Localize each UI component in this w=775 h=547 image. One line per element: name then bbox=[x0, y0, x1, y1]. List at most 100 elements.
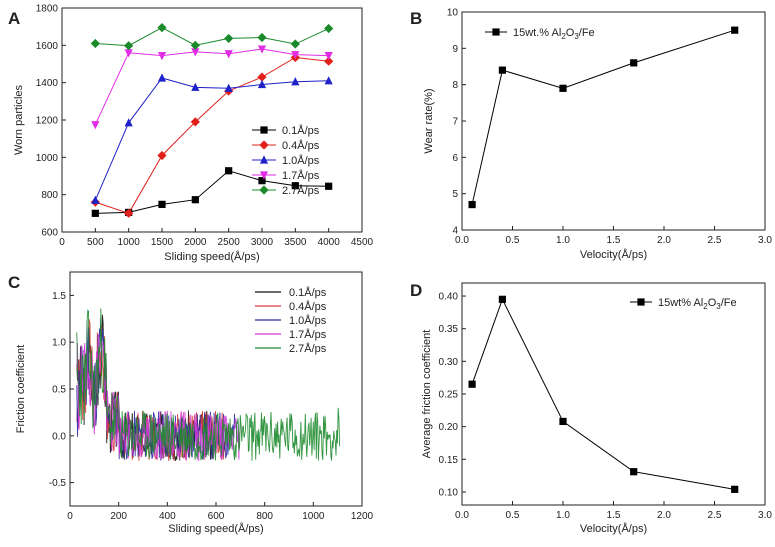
data-point bbox=[290, 39, 300, 49]
legend-marker bbox=[492, 28, 500, 36]
data-point bbox=[225, 167, 233, 175]
data-point bbox=[559, 417, 567, 426]
panel-a: A 0 500 1000 1500 2000 2500 3000 3500 4000 4500 600… bbox=[8, 4, 374, 264]
x-tick-label: 3500 bbox=[284, 237, 307, 248]
y-tick-label: 0.15 bbox=[439, 455, 459, 466]
data-point bbox=[498, 66, 506, 74]
y-tick-label: 8 bbox=[452, 80, 458, 91]
x-axis-label: Sliding speed(Å/ps) bbox=[164, 250, 259, 263]
data-point bbox=[257, 45, 267, 54]
legend-marker bbox=[259, 155, 269, 164]
data-point bbox=[190, 40, 200, 50]
data-point bbox=[157, 52, 167, 61]
y-tick-label: 1200 bbox=[36, 116, 59, 127]
data-point bbox=[257, 79, 267, 89]
x-tick-label: 500 bbox=[87, 237, 104, 248]
plot-frame bbox=[461, 11, 766, 231]
data-point bbox=[498, 295, 506, 303]
panel-label: B bbox=[410, 9, 422, 28]
data-point bbox=[91, 195, 100, 204]
y-tick-label: 1400 bbox=[36, 78, 59, 89]
panel-b: B 0.0 0.5 1.0 1.5 2.0 2.5 3.0 4 5 6 7 8 9 10 Velocity(Å… bbox=[410, 8, 772, 262]
series-line bbox=[95, 56, 329, 214]
data-point bbox=[124, 41, 134, 51]
legend-marker bbox=[259, 171, 269, 180]
x-tick-label: 1500 bbox=[151, 237, 174, 248]
x-tick-label: 400 bbox=[159, 511, 176, 522]
series-line bbox=[76, 316, 236, 461]
data-point bbox=[291, 77, 300, 86]
y-tick-label: 7 bbox=[452, 117, 458, 128]
data-point bbox=[191, 82, 200, 91]
x-tick-label: 1.0 bbox=[556, 510, 570, 521]
panel-d: D 0.0 0.5 1.0 1.5 2.0 2.5 3.0 0.10 0.15 0.20 0.25 0.… bbox=[410, 281, 772, 535]
x-tick-label: 0 bbox=[67, 511, 73, 522]
y-tick-label: 4 bbox=[452, 226, 458, 237]
x-tick-label: 2000 bbox=[184, 237, 207, 248]
legend-label: 0.1Å/ps bbox=[282, 124, 320, 137]
data-point bbox=[90, 38, 100, 49]
panel-c: C 0 200 400 600 800 1000 1200 -0.5 0.0 0.5 1.0 1.5 Sl… bbox=[8, 271, 374, 535]
data-point bbox=[224, 83, 233, 92]
y-tick-label: 5 bbox=[452, 189, 458, 200]
data-point bbox=[191, 196, 199, 204]
x-tick-label: 0.5 bbox=[506, 510, 520, 521]
y-tick-label: 9 bbox=[452, 44, 458, 55]
y-tick-label: 1.0 bbox=[52, 338, 66, 349]
legend-label-part: 15wt.% Al bbox=[513, 27, 561, 39]
x-axis-label: Sliding speed(Å/ps) bbox=[168, 522, 263, 535]
data-point bbox=[257, 32, 267, 43]
x-tick-label: 2.0 bbox=[657, 235, 671, 246]
legend-label: 2.7Å/ps bbox=[282, 184, 320, 197]
legend-marker bbox=[260, 126, 268, 134]
y-tick-label: 0.20 bbox=[439, 422, 459, 433]
y-axis-label: Wear rate(%) bbox=[423, 88, 435, 153]
data-point bbox=[630, 59, 638, 67]
data-point bbox=[157, 23, 167, 33]
series-line bbox=[94, 77, 329, 201]
y-tick-label: 10 bbox=[447, 8, 459, 19]
y-tick-label: 0.35 bbox=[439, 324, 459, 335]
data-point bbox=[157, 150, 167, 161]
legend-label-part: 2 bbox=[703, 302, 708, 311]
y-axis-label: Worn particles bbox=[13, 84, 25, 155]
plot-frame bbox=[461, 282, 766, 506]
y-tick-label: 0.30 bbox=[439, 357, 459, 368]
series-line bbox=[471, 29, 735, 205]
x-tick-label: 2.0 bbox=[657, 510, 671, 521]
legend-label-part: 3 bbox=[716, 302, 721, 311]
data-point bbox=[325, 182, 333, 190]
x-tick-label: 800 bbox=[256, 511, 273, 522]
x-tick-label: 1.5 bbox=[607, 510, 621, 521]
data-point bbox=[258, 177, 266, 185]
x-tick-label: 4000 bbox=[318, 237, 341, 248]
series-line bbox=[76, 308, 341, 461]
y-tick-label: 600 bbox=[41, 228, 58, 239]
data-point bbox=[324, 23, 334, 34]
x-tick-label: 0.0 bbox=[455, 235, 469, 246]
data-point bbox=[468, 380, 476, 388]
legend-label-part: /Fe bbox=[579, 27, 595, 39]
data-point bbox=[158, 200, 166, 208]
data-point bbox=[257, 72, 267, 82]
data-point bbox=[157, 73, 167, 82]
y-tick-label: 1600 bbox=[36, 41, 59, 52]
y-tick-label: 800 bbox=[41, 190, 58, 201]
data-point bbox=[324, 52, 333, 61]
x-tick-label: 1000 bbox=[118, 237, 141, 248]
y-tick-label: 1.5 bbox=[52, 291, 66, 302]
legend-label: 1.7Å/ps bbox=[282, 169, 320, 182]
data-point bbox=[468, 200, 476, 209]
legend-label-part: O bbox=[566, 27, 575, 39]
x-tick-label: 0.0 bbox=[455, 510, 469, 521]
legend-label: 2.7Å/ps bbox=[289, 342, 327, 355]
y-tick-label: 0.25 bbox=[439, 390, 459, 401]
y-tick-label: 0.5 bbox=[52, 385, 66, 396]
data-point bbox=[91, 121, 100, 130]
series-line bbox=[95, 27, 329, 47]
legend-marker bbox=[259, 140, 269, 150]
legend-marker bbox=[259, 185, 269, 195]
x-axis-label: Velocity(Å/ps) bbox=[580, 248, 647, 261]
x-tick-label: 3.0 bbox=[758, 235, 772, 246]
x-tick-label: 1.5 bbox=[607, 235, 621, 246]
